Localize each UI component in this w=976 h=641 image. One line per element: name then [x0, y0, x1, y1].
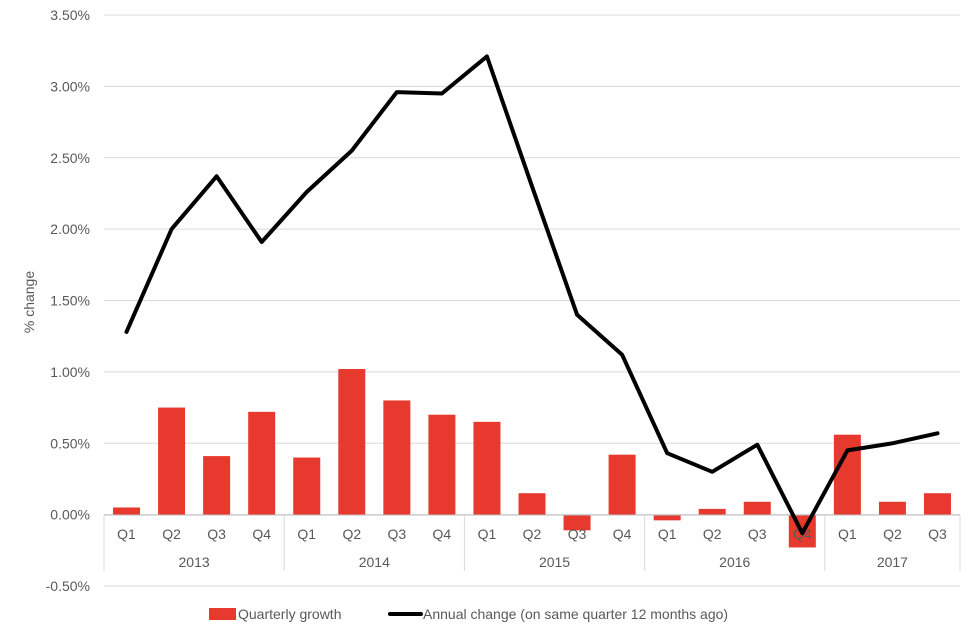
quarter-tick-label: Q4 — [433, 526, 452, 542]
bar — [743, 501, 771, 515]
quarter-tick-label: Q3 — [207, 526, 226, 542]
y-tick-label: 3.50% — [50, 7, 90, 23]
bar — [428, 414, 456, 515]
x-axis: Q1 Q2 Q3 Q4 Q1 Q2 Q3 Q4 Q1 Q2 Q3 Q4 Q1 Q2 Q3 Q4 Q1 Q2 Q320… — [103, 514, 961, 571]
bar — [338, 369, 366, 515]
y-tick-label: 2.50% — [50, 150, 90, 166]
legend: Quarterly growth Annual change (on same q… — [209, 606, 728, 622]
year-label: 2016 — [719, 554, 750, 570]
quarter-tick-label: Q2 — [162, 526, 181, 542]
quarter-tick-label: Q1 — [478, 526, 497, 542]
bar — [473, 421, 501, 515]
year-label: 2014 — [359, 554, 390, 570]
bar — [608, 454, 636, 515]
bar — [653, 514, 681, 521]
legend-bar-swatch — [209, 608, 236, 620]
quarter-tick-label: Q3 — [387, 526, 406, 542]
bar — [563, 514, 591, 531]
quarter-tick-label: Q4 — [252, 526, 271, 542]
bar-series — [113, 369, 951, 548]
y-axis-label: % change — [21, 271, 37, 333]
legend-label-quarterly: Quarterly growth — [238, 606, 341, 622]
bar — [158, 407, 186, 515]
quarter-tick-label: Q1 — [297, 526, 316, 542]
annual-change-line — [124, 54, 940, 536]
bar — [878, 501, 906, 515]
y-tick-label: 0.50% — [50, 435, 90, 451]
bar — [518, 493, 546, 515]
legend-label-annual: Annual change (on same quarter 12 months… — [423, 606, 728, 622]
y-tick-label: 0.00% — [50, 507, 90, 523]
y-tick-label: 2.00% — [50, 221, 90, 237]
bar — [248, 411, 276, 515]
quarter-tick-label: Q1 — [117, 526, 136, 542]
bar — [698, 508, 726, 515]
year-label: 2013 — [179, 554, 210, 570]
quarter-tick-label: Q2 — [703, 526, 722, 542]
y-tick-label: 1.00% — [50, 364, 90, 380]
bar — [833, 434, 861, 515]
bar — [383, 400, 411, 515]
bar — [203, 456, 231, 515]
y-axis-ticks: -0.50% 0.00% 0.50% 1.00% 1.50% 2.00% 2.50% 3.00… — [46, 7, 90, 594]
bar — [113, 507, 141, 515]
quarter-tick-label: Q3 — [748, 526, 767, 542]
quarter-tick-label: Q3 — [928, 526, 947, 542]
bar — [293, 457, 321, 515]
quarter-tick-label: Q1 — [658, 526, 677, 542]
quarter-tick-label: Q1 — [838, 526, 857, 542]
line-series — [124, 54, 940, 536]
year-label: 2017 — [877, 554, 908, 570]
quarter-tick-label: Q2 — [883, 526, 902, 542]
quarter-tick-label: Q3 — [568, 526, 587, 542]
year-label: 2015 — [539, 554, 570, 570]
y-tick-label: 1.50% — [50, 293, 90, 309]
y-tick-label: -0.50% — [46, 578, 90, 594]
quarter-tick-label: Q4 — [613, 526, 632, 542]
quarter-tick-label: Q2 — [342, 526, 361, 542]
bar — [923, 493, 951, 515]
y-tick-label: 3.00% — [50, 78, 90, 94]
quarter-tick-label: Q2 — [523, 526, 542, 542]
